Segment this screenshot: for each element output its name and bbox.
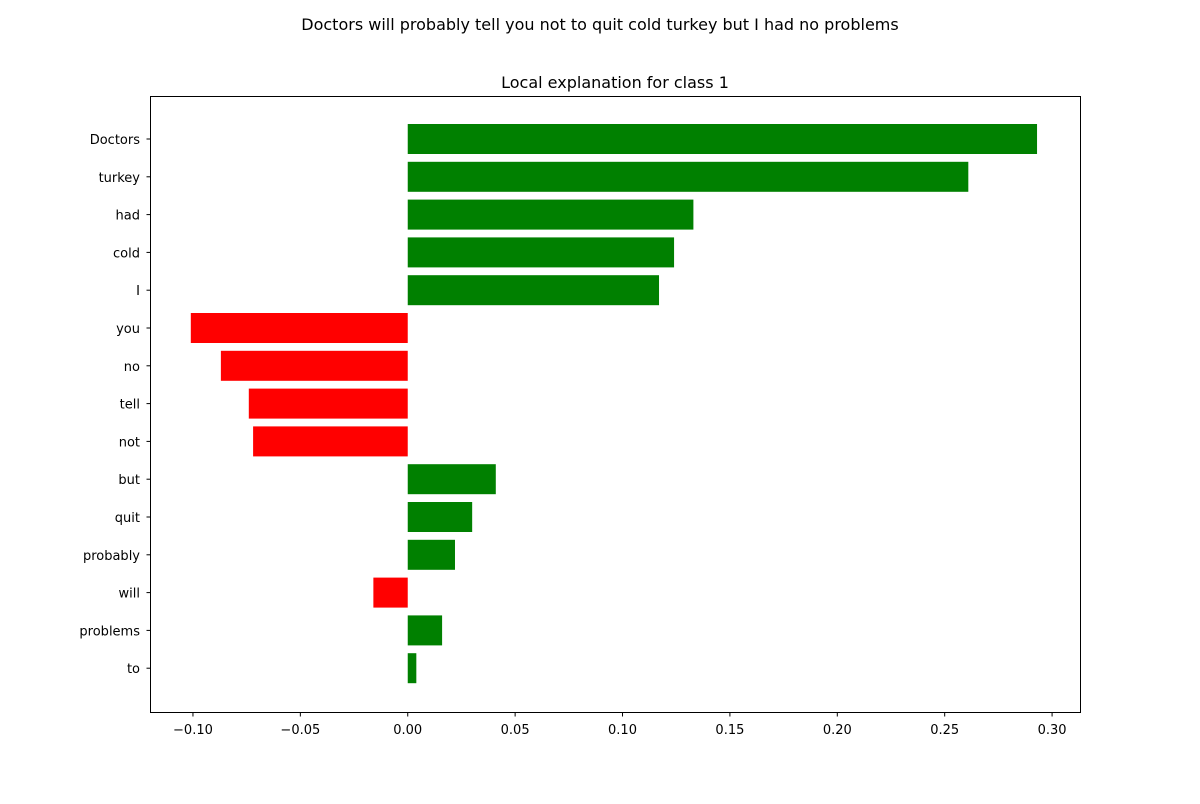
y-tick-label: no xyxy=(124,360,140,375)
bars-layer xyxy=(190,124,1038,684)
x-tick-label: −0.05 xyxy=(280,723,320,738)
bar-doctors xyxy=(407,124,1038,154)
chart-title: Local explanation for class 1 xyxy=(501,73,729,92)
y-tick-label: you xyxy=(116,322,140,337)
y-tick-label: will xyxy=(119,587,140,602)
x-axis: −0.10 −0.05 0.00 0.05 0.10 0.15 0.20 0.25 0.30 xyxy=(173,712,1067,738)
bar-not xyxy=(253,426,408,457)
y-tick-label: but xyxy=(118,473,140,488)
y-tick-label: quit xyxy=(115,511,140,526)
y-tick-label: cold xyxy=(113,246,140,261)
x-tick-label: 0.30 xyxy=(1038,723,1067,738)
bar-you xyxy=(190,313,408,343)
bar-problems xyxy=(407,615,443,646)
x-tick-label: 0.00 xyxy=(393,723,422,738)
y-tick-label: problems xyxy=(79,624,140,639)
y-tick-label: Doctors xyxy=(90,133,141,148)
bar-to xyxy=(407,653,417,684)
bar-cold xyxy=(407,237,675,268)
y-tick-label: tell xyxy=(120,398,140,413)
y-tick-label: to xyxy=(127,662,140,677)
y-tick-label: not xyxy=(119,435,140,450)
bar-no xyxy=(220,350,408,381)
x-tick-label: 0.15 xyxy=(715,723,744,738)
figure-suptitle: Doctors will probably tell you not to qu… xyxy=(301,15,898,34)
x-tick-label: 0.25 xyxy=(930,723,959,738)
bar-probably xyxy=(407,539,455,570)
plot-frame xyxy=(150,96,1081,713)
bar-i xyxy=(407,275,660,306)
bar-but xyxy=(407,464,496,495)
bar-will xyxy=(373,577,408,608)
y-tick-label: I xyxy=(136,284,140,299)
x-tick-label: 0.20 xyxy=(823,723,852,738)
bar-turkey xyxy=(407,161,969,192)
y-tick-label: probably xyxy=(83,549,140,564)
bar-tell xyxy=(248,388,408,419)
x-tick-label: 0.05 xyxy=(501,723,530,738)
x-tick-label: −0.10 xyxy=(173,723,213,738)
y-tick-label: turkey xyxy=(99,171,141,186)
y-tick-label: had xyxy=(116,209,140,224)
bar-quit xyxy=(407,502,473,532)
x-tick-label: 0.10 xyxy=(608,723,637,738)
bar-had xyxy=(407,199,694,230)
